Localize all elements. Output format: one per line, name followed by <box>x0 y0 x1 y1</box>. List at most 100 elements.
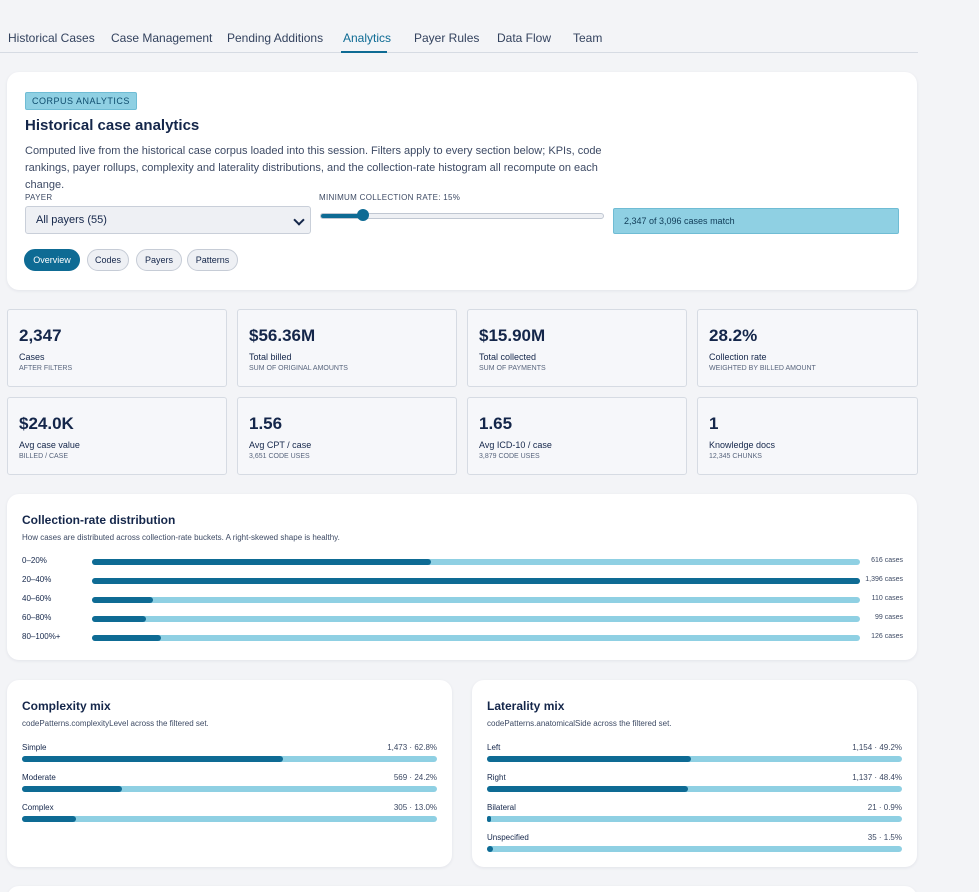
collection-rate-slider[interactable] <box>320 209 604 221</box>
kpi-label: Avg CPT / case <box>249 440 312 450</box>
bucket-label: 20–40% <box>22 575 52 584</box>
histogram-bar <box>92 616 147 622</box>
chevron-down-icon <box>293 214 305 226</box>
histogram-track <box>92 635 860 641</box>
kpi-value: 1 <box>709 414 719 433</box>
kpi-subtext: BILLED / CASE <box>19 453 69 460</box>
payer-select-value: All payers (55) <box>36 214 107 226</box>
kpi-label: Knowledge docs <box>709 440 776 450</box>
tab-data-flow[interactable]: Data Flow <box>497 31 552 45</box>
kpi-label: Cases <box>19 352 45 362</box>
bucket-count: 616 cases <box>871 557 903 564</box>
kpi-label: Collection rate <box>709 352 767 362</box>
slider-thumb[interactable] <box>357 209 370 221</box>
tab-team[interactable]: Team <box>573 31 603 45</box>
kpi-collection-rate: 28.2% Collection rate WEIGHTED BY BILLED… <box>697 309 918 387</box>
payer-filter-label: PAYER <box>25 193 53 202</box>
kpi-subtext: WEIGHTED BY BILLED AMOUNT <box>709 365 816 372</box>
kpi-label: Total collected <box>479 352 537 362</box>
mix-track <box>22 816 437 822</box>
match-count-badge: 2,347 of 3,096 cases match <box>613 208 899 234</box>
payer-select[interactable]: All payers (55) <box>25 206 311 234</box>
laterality-description: codePatterns.anatomicalSide across the f… <box>487 719 672 728</box>
analytics-header-card: CORPUS ANALYTICS Historical case analyti… <box>7 72 917 290</box>
histogram-track <box>92 559 860 565</box>
complexity-mix-card: Complexity mix codePatterns.complexityLe… <box>7 680 452 867</box>
page-title: Historical case analytics <box>25 117 200 134</box>
histogram-track <box>92 578 860 584</box>
mix-stat: 21 · 0.9% <box>867 803 902 812</box>
kpi-value: 2,347 <box>19 326 62 345</box>
kpi-avg-cpt: 1.56 Avg CPT / case 3,651 CODE USES <box>237 397 457 475</box>
distribution-description: How cases are distributed across collect… <box>22 533 340 542</box>
main-tab-bar: Historical Cases Case Management Pending… <box>0 0 918 53</box>
bucket-count: 99 cases <box>874 614 903 621</box>
laterality-title: Laterality mix <box>487 699 565 713</box>
laterality-row: Left 1,154 · 49.2% <box>487 743 902 767</box>
mix-track <box>22 786 437 792</box>
bucket-count: 110 cases <box>871 595 903 602</box>
histogram-bar <box>92 578 860 584</box>
mix-stat: 35 · 1.5% <box>867 833 902 842</box>
histogram-track <box>92 616 860 622</box>
bucket-count: 1,396 cases <box>865 576 903 583</box>
kpi-subtext: 3,651 CODE USES <box>249 453 310 460</box>
tab-case-management[interactable]: Case Management <box>111 31 213 45</box>
mix-stat: 1,473 · 62.8% <box>387 743 437 752</box>
mix-label: Complex <box>22 803 54 812</box>
mix-stat: 305 · 13.0% <box>393 803 437 812</box>
complexity-title: Complexity mix <box>22 699 111 713</box>
complexity-description: codePatterns.complexityLevel across the … <box>22 719 209 728</box>
mix-label: Moderate <box>22 773 56 782</box>
kpi-value: $15.90M <box>479 326 546 345</box>
kpi-label: Avg ICD-10 / case <box>479 440 552 450</box>
view-tab-patterns[interactable]: Patterns <box>187 249 238 271</box>
kpi-value: $56.36M <box>249 326 316 345</box>
next-section-card <box>7 886 917 892</box>
bucket-label: 80–100%+ <box>22 632 61 641</box>
bucket-label: 0–20% <box>22 556 47 565</box>
slider-fill <box>321 214 364 218</box>
kpi-subtext: 3,879 CODE USES <box>479 453 540 460</box>
kpi-value: $24.0K <box>19 414 74 433</box>
mix-track <box>487 816 902 822</box>
mix-track <box>487 846 902 852</box>
tab-historical-cases[interactable]: Historical Cases <box>8 31 95 45</box>
mix-bar <box>487 846 494 852</box>
view-tab-codes[interactable]: Codes <box>87 249 129 271</box>
tab-pending-additions[interactable]: Pending Additions <box>227 31 324 45</box>
tab-payer-rules[interactable]: Payer Rules <box>414 31 480 45</box>
complexity-row: Complex 305 · 13.0% <box>22 803 437 827</box>
laterality-mix-card: Laterality mix codePatterns.anatomicalSi… <box>472 680 917 867</box>
kpi-avg-case-value: $24.0K Avg case value BILLED / CASE <box>7 397 227 475</box>
kpi-label: Avg case value <box>19 440 80 450</box>
mix-bar <box>22 786 123 792</box>
view-tab-overview[interactable]: Overview <box>24 249 80 271</box>
mix-label: Right <box>487 773 506 782</box>
mix-stat: 1,154 · 49.2% <box>852 743 902 752</box>
complexity-row: Moderate 569 · 24.2% <box>22 773 437 797</box>
histogram-bar <box>92 559 431 565</box>
mix-bar <box>487 756 692 762</box>
mix-stat: 1,137 · 48.4% <box>852 773 902 782</box>
kpi-value: 1.65 <box>479 414 513 433</box>
mix-bar <box>487 816 491 822</box>
bucket-count: 126 cases <box>871 633 903 640</box>
view-tab-payers[interactable]: Payers <box>136 249 182 271</box>
kpi-subtext: AFTER FILTERS <box>19 365 73 372</box>
laterality-row: Bilateral 21 · 0.9% <box>487 803 902 827</box>
bucket-label: 60–80% <box>22 613 52 622</box>
histogram-row: 40–60% 110 cases <box>22 594 903 606</box>
mix-bar <box>22 756 283 762</box>
collection-rate-label: MINIMUM COLLECTION RATE: 15% <box>319 193 461 202</box>
histogram-row: 80–100%+ 126 cases <box>22 632 903 644</box>
bucket-label: 40–60% <box>22 594 52 603</box>
histogram-row: 20–40% 1,396 cases <box>22 575 903 587</box>
collection-rate-distribution-card: Collection-rate distribution How cases a… <box>7 494 917 660</box>
histogram-row: 60–80% 99 cases <box>22 613 903 625</box>
kpi-total-billed: $56.36M Total billed SUM OF ORIGINAL AMO… <box>237 309 457 387</box>
kpi-value: 28.2% <box>709 326 758 345</box>
tab-analytics[interactable]: Analytics <box>343 31 392 45</box>
kpi-label: Total billed <box>249 352 292 362</box>
mix-bar <box>487 786 688 792</box>
